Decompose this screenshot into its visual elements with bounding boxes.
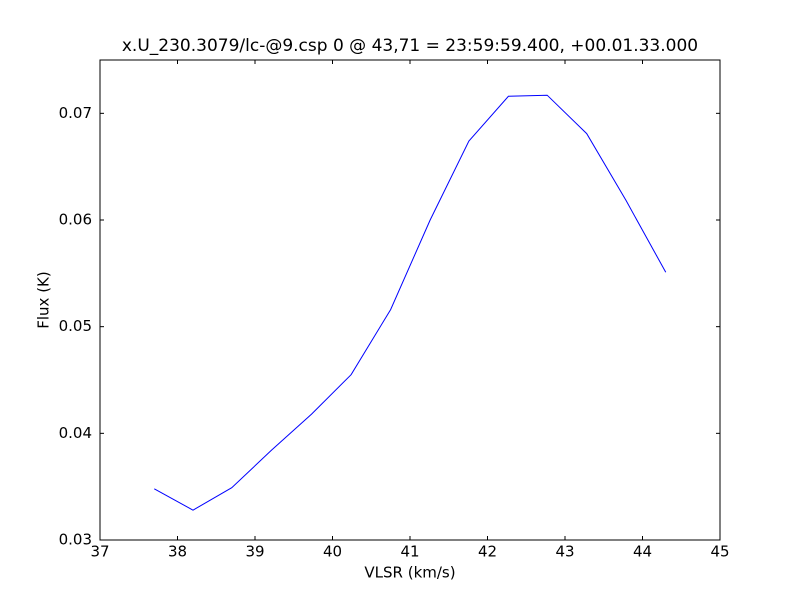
x-tick-label: 39 xyxy=(245,543,264,561)
x-tick-label: 37 xyxy=(90,543,109,561)
x-tick-label: 44 xyxy=(633,543,652,561)
y-tick-label: 0.06 xyxy=(59,211,92,229)
x-axis-label: VLSR (km/s) xyxy=(364,564,455,582)
x-tick-label: 42 xyxy=(478,543,497,561)
y-axis-label: Flux (K) xyxy=(35,271,53,329)
data-line xyxy=(154,94,667,511)
x-tick-label: 43 xyxy=(555,543,574,561)
x-tick-label: 40 xyxy=(323,543,342,561)
x-tick-label: 45 xyxy=(710,543,729,561)
y-tick-label: 0.03 xyxy=(59,531,92,549)
chart-title: x.U_230.3079/lc-@9.csp 0 @ 43,71 = 23:59… xyxy=(122,36,698,56)
x-tick-label: 38 xyxy=(168,543,187,561)
plot-frame xyxy=(99,59,721,541)
x-tick-label: 41 xyxy=(400,543,419,561)
y-tick-label: 0.07 xyxy=(59,104,92,122)
y-tick-label: 0.05 xyxy=(59,317,92,335)
y-tick-label: 0.04 xyxy=(59,424,92,442)
